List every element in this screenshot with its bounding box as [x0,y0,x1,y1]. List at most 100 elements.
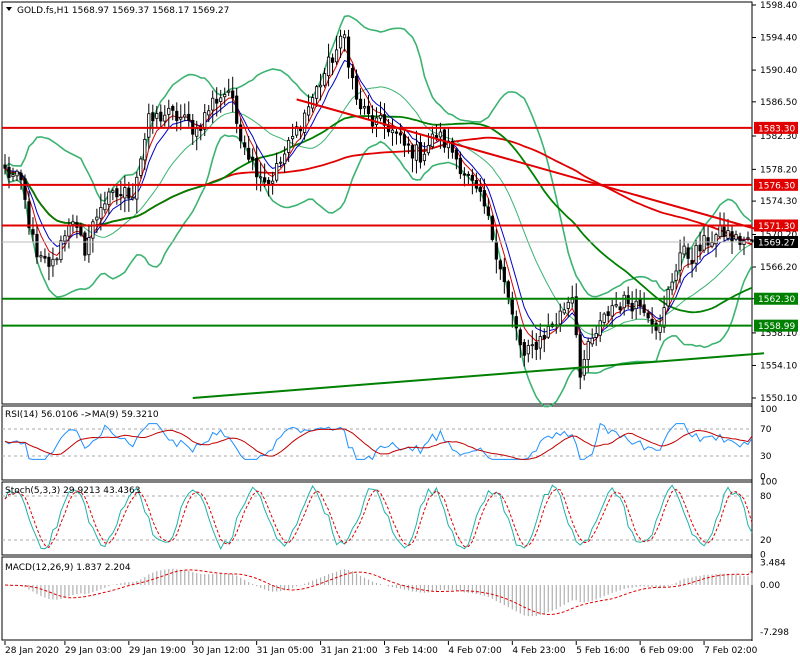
candle-body [470,174,474,181]
candle-body [91,221,95,239]
candle-body [51,258,55,267]
bollinger-lower-band [4,134,753,408]
macd-chart: MACD(12,26,9) 1.837 2.204 3.484 0.00 -7.298 [4,559,789,638]
candle-body [622,294,626,309]
candle-body [7,166,11,178]
candle-body [630,302,634,312]
candle-body [402,134,407,146]
candle-body [666,289,670,307]
candle-body [187,113,191,122]
candle-body [179,117,183,120]
candle-body [334,49,339,63]
time-tick-label: 3 Feb 14:00 [384,646,438,656]
candle-body [426,144,431,154]
candle-body [195,128,199,137]
level-price-label: 1571.30 [758,222,795,232]
candle-body [462,173,466,176]
candle-body [271,180,275,184]
candle-body [694,245,698,264]
candle-body [674,270,678,281]
rsi-tick-label: 100 [760,405,777,415]
candle-body [690,260,694,265]
candle-body [518,329,522,346]
time-axis: 28 Jan 2020 29 Jan 03:00 29 Jan 19:00 30 Ja… [4,641,758,656]
candle-body [410,145,415,159]
bollinger-middle-band [4,86,753,336]
level-price-label: 1558.99 [758,322,795,332]
candle-body [219,97,223,103]
candle-body [19,172,23,181]
candle-body [67,224,71,237]
time-tick-label: 31 Jan 05:00 [257,646,314,656]
support-trendline[interactable] [192,352,765,399]
resistance-trendline[interactable] [296,98,765,233]
price-chart: 1598.40 1594.40 1590.40 1586.50 1582.30 1578.… [2,1,798,408]
candle-body [111,190,115,193]
candle-body [642,304,646,313]
macd-tick-label: 3.484 [760,559,786,569]
candle-body [350,67,355,79]
candle-body [330,57,335,63]
candle-body [482,190,486,207]
rsi-tick-label: 70 [760,425,772,435]
candle-body [558,310,562,325]
price-tick-label: 1586.50 [760,98,797,108]
candle-body [634,300,638,310]
level-price-label: 1562.30 [758,295,795,305]
candle-body [390,129,395,134]
candle-body [610,305,614,317]
candle-body [39,255,43,258]
price-tick-label: 1550.10 [760,394,797,404]
candle-body [203,112,207,130]
candle-body [255,158,259,178]
macd-title: MACD(12,26,9) 1.837 2.204 [5,563,131,573]
rsi-chart: RSI(14) 56.0106 ->MA(9) 59.3210 100 70 30 0 [2,405,777,482]
candle-body [171,106,175,111]
time-tick-label: 31 Jan 21:00 [321,646,378,656]
candle-body [207,110,211,116]
candle-body [71,221,75,225]
candle-body [682,245,686,255]
candle-body [566,301,570,309]
candle-body [239,124,243,142]
price-tick-label: 1566.20 [760,263,797,273]
candle-body [247,147,251,160]
candle-body [123,187,127,199]
price-tick-label: 1558.10 [760,329,797,339]
level-price-tag [754,319,798,332]
candle-body [183,114,187,118]
candle-body [526,345,530,355]
candle-body [314,86,319,99]
rsi-panel [1,405,753,481]
candle-body [318,84,323,88]
price-tick-label: 1590.40 [760,66,797,76]
candle-body [243,142,247,148]
candle-body [510,297,514,315]
candle-body [726,230,730,239]
candle-body [275,163,279,181]
candle-body [742,240,746,245]
candle-body [626,295,630,305]
candle-body [606,311,610,316]
symbol-dropdown-icon[interactable] [6,7,12,11]
candle-body [27,201,31,229]
candle-body [498,260,502,270]
price-tick-label: 1574.30 [760,197,797,207]
candle-body [79,224,83,236]
candle-body [235,95,239,124]
candle-body [55,258,59,261]
time-tick-label: 4 Feb 07:00 [448,646,502,656]
candle-body [722,226,726,237]
price-tick-label: 1570.20 [760,230,797,240]
time-tick-label: 30 Jan 12:00 [193,646,250,656]
price-tick-label: 1598.40 [760,1,797,11]
candle-body [546,326,550,338]
candle-body [602,313,606,323]
candle-body [430,133,435,148]
candle-body [710,242,714,247]
candle-body [670,281,674,291]
candle-body [322,73,327,86]
candle-body [23,178,27,200]
candle-body [570,297,574,304]
